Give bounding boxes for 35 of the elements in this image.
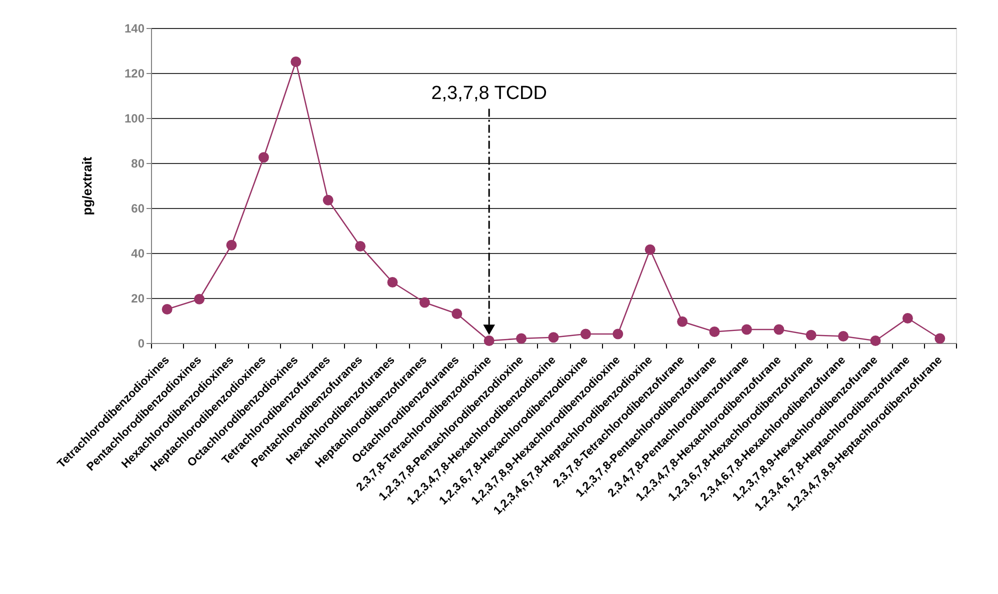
point xyxy=(290,56,302,67)
point xyxy=(258,152,269,163)
y-tick-label: 40 xyxy=(131,246,145,260)
point xyxy=(902,313,913,324)
point xyxy=(516,333,527,344)
point xyxy=(419,297,430,308)
y-tick-label: 120 xyxy=(124,66,145,80)
point xyxy=(709,326,720,337)
y-tick-label: 60 xyxy=(131,202,145,216)
point xyxy=(387,277,398,288)
point xyxy=(774,324,784,335)
point xyxy=(741,324,752,335)
annotation: 2,3,7,8 TCDD xyxy=(431,83,548,104)
point xyxy=(612,328,624,340)
point xyxy=(934,333,946,344)
y-tick-label: 20 xyxy=(131,292,145,306)
point xyxy=(580,328,591,340)
point xyxy=(644,244,656,255)
point xyxy=(677,316,688,327)
point xyxy=(838,331,849,342)
y-axis-title: pg/extrait xyxy=(79,156,94,216)
point xyxy=(806,330,816,340)
point xyxy=(322,194,334,206)
point xyxy=(355,241,366,252)
y-tick-label: 140 xyxy=(124,22,145,36)
point xyxy=(162,304,172,314)
point xyxy=(452,308,462,319)
y-tick-label: 100 xyxy=(124,112,145,126)
point xyxy=(484,336,494,346)
y-tick-label: 80 xyxy=(131,156,145,170)
point xyxy=(870,336,881,346)
point xyxy=(194,294,205,304)
y-tick-label: 0 xyxy=(138,336,145,350)
point xyxy=(226,240,237,250)
point xyxy=(548,332,559,343)
